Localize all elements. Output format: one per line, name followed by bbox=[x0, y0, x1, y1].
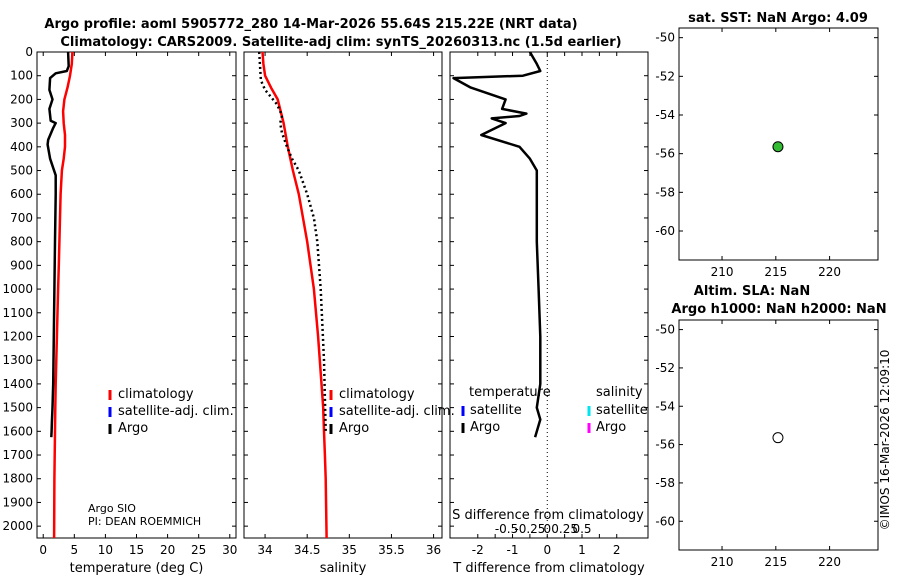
temperature-xtick-label: 0 bbox=[39, 543, 47, 557]
sla_map-ytick-label: -54 bbox=[655, 399, 675, 413]
sst-map-title: sat. SST: NaN Argo: 4.09 bbox=[688, 11, 868, 26]
temperature-xlabel: temperature (deg C) bbox=[70, 561, 204, 576]
depth-tick-label: 300 bbox=[10, 116, 33, 130]
sst_map-xtick-label: 210 bbox=[711, 265, 734, 279]
salinity-series-climatology bbox=[261, 51, 328, 539]
temperature-legend-label: satellite-adj. clim. bbox=[118, 404, 234, 419]
temperature-series-argo bbox=[46, 51, 70, 438]
sst_map-ytick-label: -54 bbox=[655, 108, 675, 122]
sst_map-frame bbox=[678, 27, 879, 261]
sst_map-xtick-label: 220 bbox=[818, 265, 841, 279]
sla_map-xtick-label: 220 bbox=[818, 555, 841, 569]
depth-tick-label: 0 bbox=[25, 45, 33, 59]
salinity-diff-tick-label: 0.5 bbox=[572, 522, 591, 536]
difference-xtick-label: -1 bbox=[507, 543, 519, 557]
salinity-diff-tick-label: -0.25 bbox=[514, 522, 545, 536]
difference-top-label: S difference from climatology bbox=[452, 508, 644, 523]
salinity-xlabel: salinity bbox=[320, 561, 367, 576]
argo-pi-annotation: PI: DEAN ROEMMICH bbox=[88, 515, 201, 528]
temperature-legend-label: Argo bbox=[118, 421, 148, 436]
argo-pi-annotation: Argo SIO bbox=[88, 502, 136, 515]
sla_map-ytick-label: -60 bbox=[655, 514, 675, 528]
temperature-xtick-label: 30 bbox=[222, 543, 237, 557]
salinity-series-argo bbox=[257, 51, 327, 432]
sst_map-xtick-label: 215 bbox=[764, 265, 787, 279]
temperature-xtick-label: 15 bbox=[129, 543, 144, 557]
sst_map-ytick-label: -60 bbox=[655, 224, 675, 238]
salinity-diff-tick-label: 0.25 bbox=[551, 522, 578, 536]
salinity-legend-label: satellite-adj. clim. bbox=[339, 404, 455, 419]
sla-map-title-1: Altim. SLA: NaN bbox=[694, 284, 810, 299]
depth-tick-label: 1600 bbox=[2, 424, 33, 438]
depth-tick-label: 1700 bbox=[2, 448, 33, 462]
title-line-1: Argo profile: aoml 5905772_280 14-Mar-20… bbox=[44, 17, 577, 32]
depth-tick-label: 500 bbox=[10, 164, 33, 178]
temperature-axes-frame bbox=[36, 51, 237, 539]
sla_map-ytick-label: -52 bbox=[655, 361, 675, 375]
salinity-xtick-label: 34.5 bbox=[294, 543, 321, 557]
difference-axes-frame bbox=[449, 51, 649, 539]
depth-tick-label: 1000 bbox=[2, 282, 33, 296]
depth-tick-label: 100 bbox=[10, 69, 33, 83]
salinity-axes-frame bbox=[243, 51, 443, 539]
sst_map-ytick-label: -58 bbox=[655, 185, 675, 199]
difference-xtick-label: 2 bbox=[613, 543, 621, 557]
difference-xlabel: T difference from climatology bbox=[452, 561, 645, 576]
salinity-diff-tick-label: 0 bbox=[543, 522, 551, 536]
title-line-2: Climatology: CARS2009. Satellite-adj cli… bbox=[60, 35, 621, 50]
temperature-series-climatology bbox=[52, 51, 74, 539]
depth-tick-label: 1400 bbox=[2, 377, 33, 391]
depth-tick-label: 600 bbox=[10, 187, 33, 201]
depth-tick-label: 700 bbox=[10, 211, 33, 225]
temperature-xtick-label: 20 bbox=[160, 543, 175, 557]
difference-xtick-label: -2 bbox=[472, 543, 484, 557]
sst_map-float-marker bbox=[772, 141, 784, 153]
difference-xtick-label: 0 bbox=[543, 543, 551, 557]
temperature-xtick-label: 25 bbox=[191, 543, 206, 557]
salinity-legend-label: satellite bbox=[596, 403, 648, 418]
salinity-xtick-label: 35 bbox=[342, 543, 357, 557]
copyright-label: ©IMOS 16-Mar-2026 12:09:10 bbox=[878, 350, 892, 531]
sla_map-frame bbox=[678, 319, 879, 551]
depth-tick-label: 800 bbox=[10, 235, 33, 249]
sst_map-ytick-label: -52 bbox=[655, 69, 675, 83]
temperature-legend-label: Argo bbox=[470, 420, 500, 435]
sla_map-ytick-label: -56 bbox=[655, 438, 675, 452]
depth-tick-label: 1500 bbox=[2, 401, 33, 415]
sla_map-xtick-label: 210 bbox=[711, 555, 734, 569]
plots-layer: 0100200300400500600700800900100011001200… bbox=[2, 27, 879, 576]
sla_map-xtick-label: 215 bbox=[764, 555, 787, 569]
salinity-legend-label: climatology bbox=[339, 387, 415, 402]
depth-tick-label: 1800 bbox=[2, 472, 33, 486]
temperature-legend-label: climatology bbox=[118, 387, 194, 402]
depth-tick-label: 200 bbox=[10, 92, 33, 106]
depth-tick-label: 2000 bbox=[2, 519, 33, 533]
salinity-diff-tick-label: -0.5 bbox=[495, 522, 518, 536]
legend-header-temperature: temperature bbox=[469, 385, 551, 400]
depth-tick-label: 1100 bbox=[2, 306, 33, 320]
difference-xtick-label: 1 bbox=[578, 543, 586, 557]
salinity-legend-label: Argo bbox=[339, 421, 369, 436]
difference-series-t-difference-argo bbox=[452, 51, 542, 438]
sla_map-float-marker bbox=[772, 432, 784, 444]
sst_map-ytick-label: -50 bbox=[655, 31, 675, 45]
temperature-xtick-label: 10 bbox=[98, 543, 113, 557]
temperature-legend-label: satellite bbox=[470, 403, 522, 418]
salinity-legend-label: Argo bbox=[596, 420, 626, 435]
sla-map-title-2: Argo h1000: NaN h2000: NaN bbox=[671, 302, 886, 317]
depth-tick-label: 900 bbox=[10, 258, 33, 272]
sla_map-ytick-label: -58 bbox=[655, 476, 675, 490]
salinity-xtick-label: 36 bbox=[426, 543, 441, 557]
salinity-xtick-label: 34 bbox=[257, 543, 272, 557]
depth-tick-label: 1900 bbox=[2, 495, 33, 509]
salinity-xtick-label: 35.5 bbox=[378, 543, 405, 557]
depth-tick-label: 1200 bbox=[2, 329, 33, 343]
legend-header-salinity: salinity bbox=[596, 385, 643, 400]
sla_map-ytick-label: -50 bbox=[655, 323, 675, 337]
sst_map-ytick-label: -56 bbox=[655, 147, 675, 161]
depth-tick-label: 1300 bbox=[2, 353, 33, 367]
depth-tick-label: 400 bbox=[10, 140, 33, 154]
temperature-xtick-label: 5 bbox=[70, 543, 78, 557]
